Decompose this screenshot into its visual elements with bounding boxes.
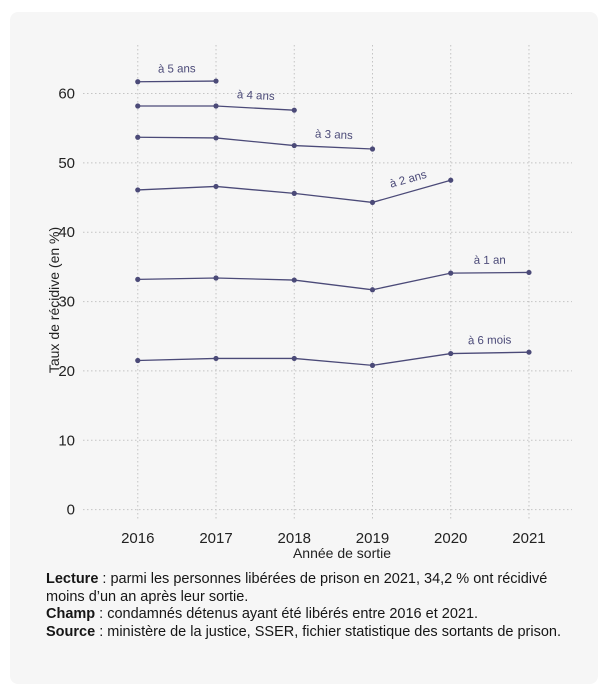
y-tick-label: 0 [67,502,75,519]
y-axis-ticks: 0 10 20 30 40 50 60 [58,86,75,519]
data-point [135,357,141,364]
x-axis-ticks: 2016 2017 2018 2019 2020 2021 [121,530,546,547]
series-2 [135,103,297,113]
note-champ-label: Champ [46,606,96,622]
note-source: Source : ministère de la justice, SSER, … [46,624,586,642]
x-tick-label: 2018 [278,530,311,547]
y-tick-label: 20 [58,363,75,380]
series-5 [135,269,532,293]
line-chart: 0 10 20 30 40 50 60 2016 2017 2018 2019 2020 2021 à… [46,45,572,561]
data-point [135,187,141,193]
y-tick-label: 60 [58,86,75,103]
series-group [135,78,532,368]
series-6 [135,349,532,368]
data-point [369,146,376,152]
data-point [213,183,219,190]
y-tick-label: 10 [58,432,75,449]
y-tick-label: 30 [58,294,75,311]
y-tick-label: 40 [58,224,75,241]
data-point [291,190,297,196]
note-lecture-text: : parmi les personnes libérées de prison… [46,571,548,605]
series-label: à 5 ans [158,63,196,75]
series-label: à 3 ans [315,128,353,142]
data-point [448,350,454,357]
x-tick-label: 2021 [512,530,545,547]
data-point [135,134,141,140]
figure-card [10,12,598,684]
data-point [291,277,297,283]
data-point [448,270,454,276]
series-line [137,136,373,150]
data-point [369,287,376,293]
x-axis-title: Année de sortie [293,545,391,561]
data-point [291,142,297,149]
data-point [213,78,219,84]
series-3 [135,134,376,152]
series-4 [135,177,454,206]
data-point [213,275,219,281]
data-point [135,276,141,282]
note-lecture-label: Lecture [46,571,99,587]
series-line [137,271,529,291]
note-champ-text: : condamnés détenus ayant été libérés en… [95,606,479,622]
data-point [448,177,454,183]
y-tick-label: 50 [58,155,75,172]
data-point [213,355,219,362]
y-axis-title: Taux de récidive (en %) [46,227,62,373]
x-tick-label: 2019 [356,530,389,547]
x-tick-label: 2020 [434,530,467,547]
x-tick-label: 2017 [199,530,232,547]
series-line [137,80,217,83]
figure-notes: Lecture : parmi les personnes libérées d… [46,571,586,641]
series-label: à 1 an [474,255,506,267]
series-label: à 4 ans [237,89,276,103]
data-point [526,349,532,355]
series-line [137,351,529,367]
note-source-label: Source [46,623,96,640]
data-point [369,362,376,368]
series-label: à 6 mois [468,334,512,347]
series-1 [135,78,219,85]
data-point [526,269,532,276]
data-point [135,79,141,85]
data-point [213,135,219,141]
note-lecture: Lecture : parmi les personnes libérées d… [46,571,586,606]
grid [83,45,572,520]
data-point [291,355,297,362]
data-point [369,199,376,206]
x-tick-label: 2016 [121,530,154,547]
data-point [291,107,297,113]
note-source-text: : ministère de la justice, SSER, fichier… [95,623,561,640]
note-champ: Champ : condamnés détenus ayant été libé… [46,606,586,624]
data-point [135,103,141,109]
series-label: à 2 ans [389,169,429,191]
data-point [213,103,219,109]
